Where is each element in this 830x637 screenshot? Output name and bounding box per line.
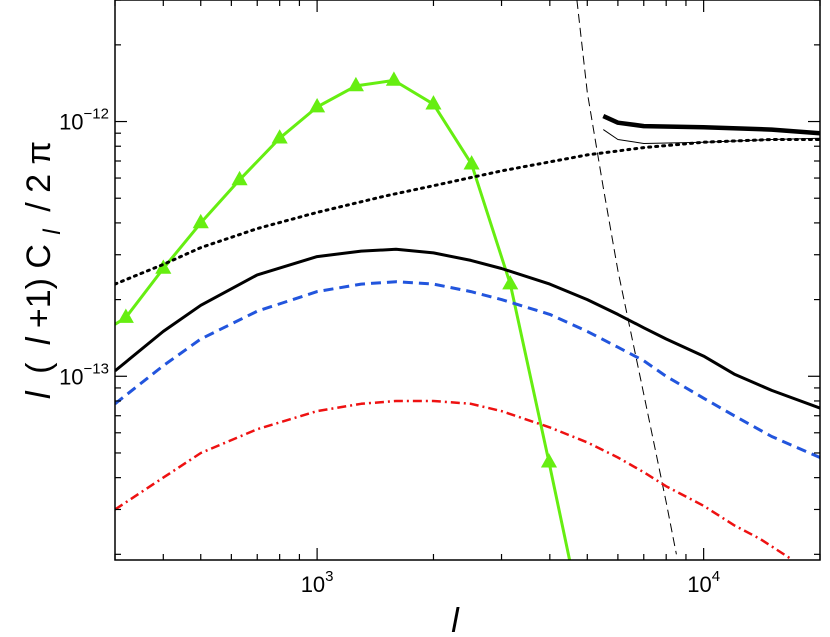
x-tick-label: 103 — [301, 568, 334, 597]
data-point-triangle — [385, 71, 402, 86]
data-point-triangle — [231, 170, 248, 186]
y-label-sub-l: l — [39, 229, 66, 235]
data-point-triangle — [271, 129, 288, 144]
data-point-triangle — [540, 453, 558, 468]
y-axis-label: l ( l +1) C l / 2 π — [20, 141, 68, 399]
y-label-over-2pi: / 2 π — [20, 141, 58, 212]
series-line-thin-solid — [603, 129, 820, 144]
y-tick-label: 10−12 — [59, 106, 109, 135]
data-point-triangle — [117, 308, 134, 323]
data-point-triangle — [309, 98, 326, 113]
series-line-dashed — [115, 280, 820, 459]
y-tick-label: 10−13 — [59, 360, 109, 389]
data-point-triangle — [502, 275, 519, 290]
series-line-thick-solid — [602, 114, 820, 136]
y-label-paren: ( — [20, 362, 58, 374]
labels-layer: l l ( l +1) C l / 2 π — [20, 141, 460, 637]
ticks-layer: 103 104 10−13 10−12 — [59, 0, 821, 597]
y-label-l2: l — [20, 336, 58, 345]
series-layer — [115, 0, 820, 560]
data-point-triangle — [463, 155, 480, 170]
series-line-green-triangles — [115, 78, 572, 560]
x-axis-label: l — [451, 602, 460, 637]
data-point-triangle — [192, 213, 209, 229]
series-line-thin-dashed — [576, 0, 677, 555]
data-point-triangle — [347, 76, 364, 92]
series-line-solid — [115, 247, 820, 410]
series-line-dotted — [115, 138, 820, 286]
x-tick-label: 104 — [687, 568, 720, 597]
data-point-triangle — [425, 95, 442, 110]
series-line-dash-dot — [115, 399, 794, 560]
y-label-c: +1) C — [20, 244, 58, 328]
plot-frame — [114, 0, 821, 561]
y-label-l1: l — [20, 390, 58, 399]
